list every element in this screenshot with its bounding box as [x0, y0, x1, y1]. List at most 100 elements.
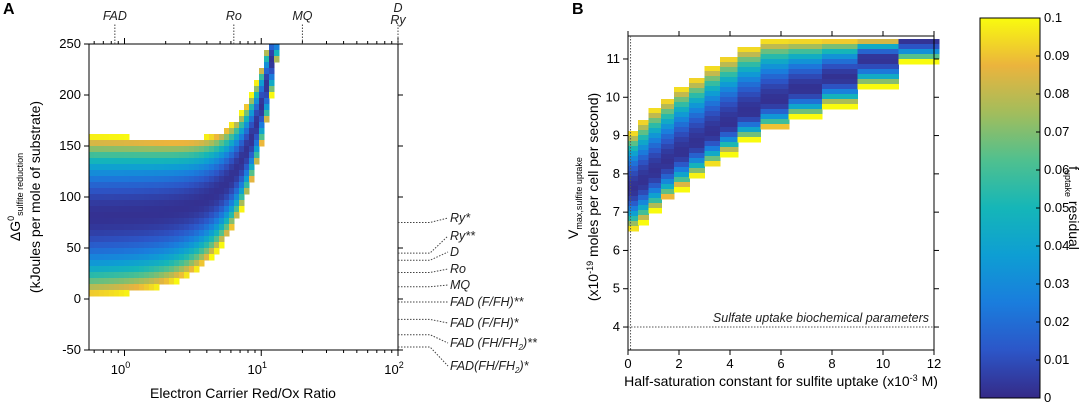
panel-b-heat-cell [704, 151, 721, 157]
panel-a-heat-cell [204, 254, 210, 261]
colorbar-tick-label: 0.07 [1044, 124, 1069, 139]
panel-a-heat-cell [194, 182, 200, 189]
panel-b-heat-cell [788, 69, 823, 75]
panel-a-heat-cell [249, 92, 255, 99]
panel-a-heat-cell [229, 134, 235, 141]
panel-b-heat-cell [760, 64, 790, 70]
panel-a-heat-cell [129, 284, 135, 291]
panel-a-heat-cell [159, 164, 165, 171]
panel-a-heat-cell [129, 206, 135, 213]
panel-a-heat-cell [219, 212, 225, 219]
panel-a-heat-cell [134, 230, 140, 237]
panel-a-heat-cell [264, 110, 270, 117]
panel-a-heat-cell [184, 224, 190, 231]
panel-a-heat-cell [104, 164, 110, 171]
panel-b-heat-cell [704, 71, 721, 77]
panel-a-heat-cell [169, 176, 175, 183]
panel-a-heat-cell [204, 194, 210, 201]
panel-a-heat-cell [109, 140, 115, 147]
panel-b-heat-cell [737, 117, 762, 123]
panel-a-heat-cell [99, 278, 105, 285]
panel-a-heat-cell [159, 206, 165, 213]
panel-b-x-tick-label: 10 [876, 356, 890, 371]
panel-a-heat-cell [139, 152, 145, 159]
panel-a-heat-cell [109, 290, 115, 297]
panel-a-heat-cell [174, 158, 180, 165]
panel-a-heat-cell [139, 194, 145, 201]
panel-a-heat-cell [209, 236, 215, 243]
panel-a-heat-cell [159, 182, 165, 189]
panel-b-heat-cell [638, 165, 649, 171]
panel-b-heat-cell [788, 59, 823, 65]
panel-a-heat-cell [89, 158, 95, 165]
panel-a-heat-cell [184, 230, 190, 237]
panel-b-heat-cell [719, 97, 739, 103]
panel-a-heat-cell [94, 170, 100, 177]
panel-a-heat-cell [164, 278, 170, 285]
panel-a-heat-cell [219, 236, 225, 243]
panel-b-heat-cell [737, 132, 762, 138]
panel-a-heat-cell [159, 176, 165, 183]
panel-a-heat-cell [204, 140, 210, 147]
panel-a-heat-cell [144, 224, 150, 231]
panel-a-top-marker-label: MQ [292, 9, 312, 23]
panel-a-heat-cell [169, 272, 175, 279]
panel-a-heat-cell [154, 278, 160, 285]
panel-a-heat-cell [159, 242, 165, 249]
panel-a-heat-cell [199, 170, 205, 177]
panel-a-heat-cell [234, 182, 240, 189]
panel-a-heat-cell [109, 176, 115, 183]
panel-a-heat-cell [109, 188, 115, 195]
panel-a-heat-cell [219, 230, 225, 237]
panel-a-heat-cell [249, 104, 255, 111]
panel-a-heat-cell [179, 146, 185, 153]
panel-a-heat-cell [124, 230, 130, 237]
panel-a-heat-cell [99, 170, 105, 177]
panel-a-heat-cell [249, 146, 255, 153]
panel-a-heat-cell [139, 278, 145, 285]
panel-b-heat-cell [760, 89, 790, 95]
panel-b-heat-cell [689, 148, 706, 154]
panel-a-heat-cell [204, 224, 210, 231]
panel-a-heat-cell [189, 176, 195, 183]
panel-a-heat-cell [94, 266, 100, 273]
panel-a-heat-cell [104, 212, 110, 219]
panel-a-heat-cell [114, 272, 120, 279]
panel-a-heat-cell [119, 212, 125, 219]
panel-a-heat-cell [264, 98, 270, 105]
panel-a-right-marker-label: FAD (FH/FH2)** [450, 336, 538, 352]
panel-b-heat-cell [821, 99, 859, 105]
panel-a-heat-cell [134, 140, 140, 147]
panel-a-heat-cell [199, 200, 205, 207]
panel-a-heat-cell [154, 272, 160, 279]
panel-a-heat-cell [144, 242, 150, 249]
panel-a-heat-cell [174, 206, 180, 213]
panel-a-heat-cell [119, 152, 125, 159]
panel-a-heat-cell [189, 248, 195, 255]
panel-a-heat-cell [99, 212, 105, 219]
panel-a-right-marker-line [398, 346, 449, 367]
panel-a-heat-cell [264, 74, 270, 81]
panel-b-heat-cell [704, 96, 721, 102]
panel-a-heat-cell [94, 182, 100, 189]
panel-a-heat-cell [184, 140, 190, 147]
panel-a-heat-cell [254, 134, 260, 141]
panel-a-heat-cell [134, 260, 140, 267]
panel-a-heat-cell [124, 200, 130, 207]
panel-a-heat-cell [114, 164, 120, 171]
panel-a-heat-cell [194, 170, 200, 177]
panel-a-heat-cell [214, 200, 220, 207]
panel-a-heat-cell [139, 236, 145, 243]
panel-a-heat-cell [144, 146, 150, 153]
panel-b-heat-cell [673, 132, 690, 138]
panel-b-heat-cell [788, 79, 823, 85]
panel-a-heat-cell [129, 200, 135, 207]
panel-a-heat-cell [99, 176, 105, 183]
panel-a-heat-cell [244, 116, 250, 123]
panel-a-heat-cell [99, 254, 105, 261]
panel-a-heat-cell [134, 206, 140, 213]
panel-b-heat-cell [673, 107, 690, 113]
panel-a-heat-cell [89, 254, 95, 261]
panel-a-heat-cell [179, 230, 185, 237]
